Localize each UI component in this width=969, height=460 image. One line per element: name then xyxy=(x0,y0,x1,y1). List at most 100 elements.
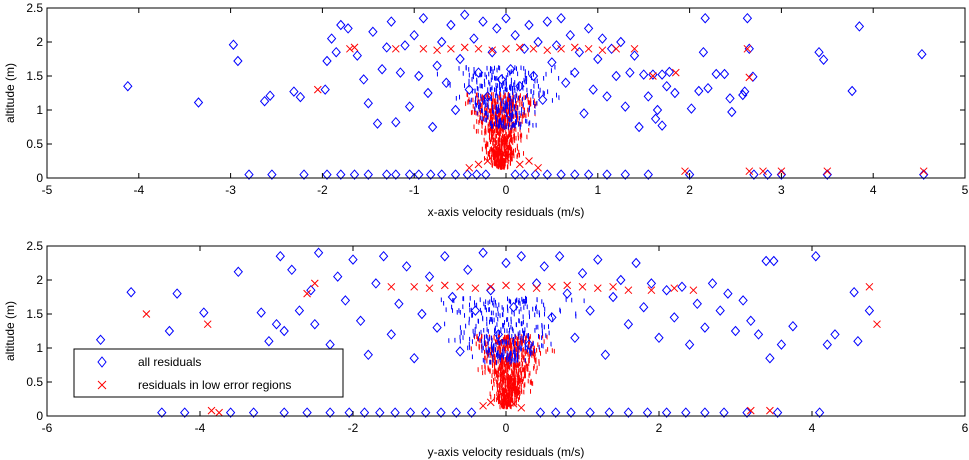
x-axis-label: x-axis velocity residuals (m/s) xyxy=(428,205,585,219)
axes: -6 -4 -2 0 2 4 6 0 0.5 1 1.5 2 2.5 xyxy=(26,239,968,435)
legend-label: all residuals xyxy=(138,355,201,369)
data-point-diamond xyxy=(849,286,859,298)
data-point-diamond xyxy=(352,50,362,61)
data-point-diamond xyxy=(551,407,561,418)
data-point-diamond xyxy=(542,16,552,27)
x-tick-label: 1 xyxy=(594,183,601,197)
data-point-diamond xyxy=(505,63,516,75)
data-point-x xyxy=(350,43,359,52)
data-point-diamond xyxy=(616,36,626,48)
data-point-diamond xyxy=(551,40,562,51)
y-tick-label: 2 xyxy=(36,273,43,287)
data-point-diamond xyxy=(172,288,182,299)
data-point-diamond xyxy=(471,169,482,180)
data-point-diamond xyxy=(492,23,502,34)
data-point-diamond xyxy=(740,86,750,97)
data-point-diamond xyxy=(348,254,358,265)
data-point-diamond xyxy=(719,68,730,80)
data-point-x xyxy=(465,163,474,172)
data-point-diamond xyxy=(565,29,575,41)
legend-marker-x xyxy=(97,380,107,390)
plot-x-axis-residuals: -5 -4 -3 -2 -1 0 1 2 3 4 5 0 0.5 1 1.5 2 2.5 x-axis velo… xyxy=(3,1,969,219)
data-point-diamond xyxy=(401,261,412,272)
data-point-x xyxy=(456,282,464,291)
data-point-x xyxy=(391,44,400,53)
data-point-x xyxy=(433,46,441,55)
plot-y-axis-residuals: -6 -4 -2 0 2 4 6 0 0.5 1 1.5 2 2.5 y-axis velocity r… xyxy=(3,239,969,459)
data-point-diamond xyxy=(508,301,519,313)
data-point-diamond xyxy=(634,121,644,133)
data-point-x xyxy=(502,281,510,290)
data-point-diamond xyxy=(395,67,406,78)
data-point-diamond xyxy=(487,46,497,58)
data-point-diamond xyxy=(180,407,190,418)
data-point-x xyxy=(517,403,526,412)
data-point-diamond xyxy=(602,169,612,180)
data-point-x xyxy=(557,44,565,53)
data-point-diamond xyxy=(295,91,306,103)
data-point-diamond xyxy=(423,87,433,99)
x-tick-label: -1 xyxy=(409,183,420,197)
data-point-diamond xyxy=(279,407,289,418)
data-point-diamond xyxy=(344,407,354,418)
data-point-diamond xyxy=(493,329,504,340)
data-point-diamond xyxy=(450,169,461,180)
data-point-diamond xyxy=(661,407,672,418)
data-point-diamond xyxy=(611,70,621,82)
data-point-x xyxy=(215,408,223,417)
data-point-diamond xyxy=(535,407,546,418)
data-point-x xyxy=(823,167,832,176)
data-point-diamond xyxy=(294,305,305,316)
data-point-diamond xyxy=(643,169,653,180)
legend-marker-diamond xyxy=(97,356,107,368)
data-point-diamond xyxy=(623,318,634,330)
data-point-diamond xyxy=(631,257,641,269)
legend-entry-all-residuals: all residuals xyxy=(97,355,201,369)
data-point-diamond xyxy=(279,325,289,337)
data-point-diamond xyxy=(554,250,565,262)
data-point-x xyxy=(873,320,881,329)
data-point-diamond xyxy=(662,80,672,92)
data-point-diamond xyxy=(830,329,840,340)
data-point-diamond xyxy=(469,33,479,44)
data-point-diamond xyxy=(355,315,366,327)
data-point-diamond xyxy=(244,169,254,180)
data-point-x xyxy=(563,281,572,290)
data-point-diamond xyxy=(620,101,630,112)
data-point-diamond xyxy=(579,108,589,119)
data-point-diamond xyxy=(391,169,401,180)
data-point-diamond xyxy=(265,90,275,101)
y-axis-label: altitude (m) xyxy=(3,63,17,123)
data-point-diamond xyxy=(462,169,473,180)
data-point-diamond xyxy=(686,103,697,114)
data-point-x xyxy=(766,406,774,415)
data-point-diamond xyxy=(542,169,552,180)
data-point-x xyxy=(303,289,311,298)
data-point-diamond xyxy=(847,85,857,97)
data-point-x xyxy=(440,281,449,290)
data-point-diamond xyxy=(440,250,450,262)
data-point-x xyxy=(647,286,656,295)
data-point-diamond xyxy=(562,288,572,299)
data-point-x xyxy=(486,398,495,407)
data-point-diamond xyxy=(625,67,635,78)
data-point-diamond xyxy=(336,169,346,180)
data-point-x xyxy=(479,401,487,410)
data-point-x xyxy=(548,282,556,291)
data-point-diamond xyxy=(164,325,175,337)
data-point-diamond xyxy=(441,77,451,89)
data-point-diamond xyxy=(322,55,332,67)
legend-label: residuals in low error regions xyxy=(138,378,291,392)
data-point-x xyxy=(612,44,621,53)
data-point-diamond xyxy=(437,169,447,180)
data-point-diamond xyxy=(623,407,634,418)
data-point-x xyxy=(578,282,587,291)
data-point-diamond xyxy=(602,91,612,102)
data-point-diamond xyxy=(519,43,530,55)
data-point-diamond xyxy=(363,97,373,109)
data-point-diamond xyxy=(642,407,653,418)
data-point-x xyxy=(532,284,541,293)
data-point-x xyxy=(502,44,510,53)
data-point-diamond xyxy=(629,50,640,61)
